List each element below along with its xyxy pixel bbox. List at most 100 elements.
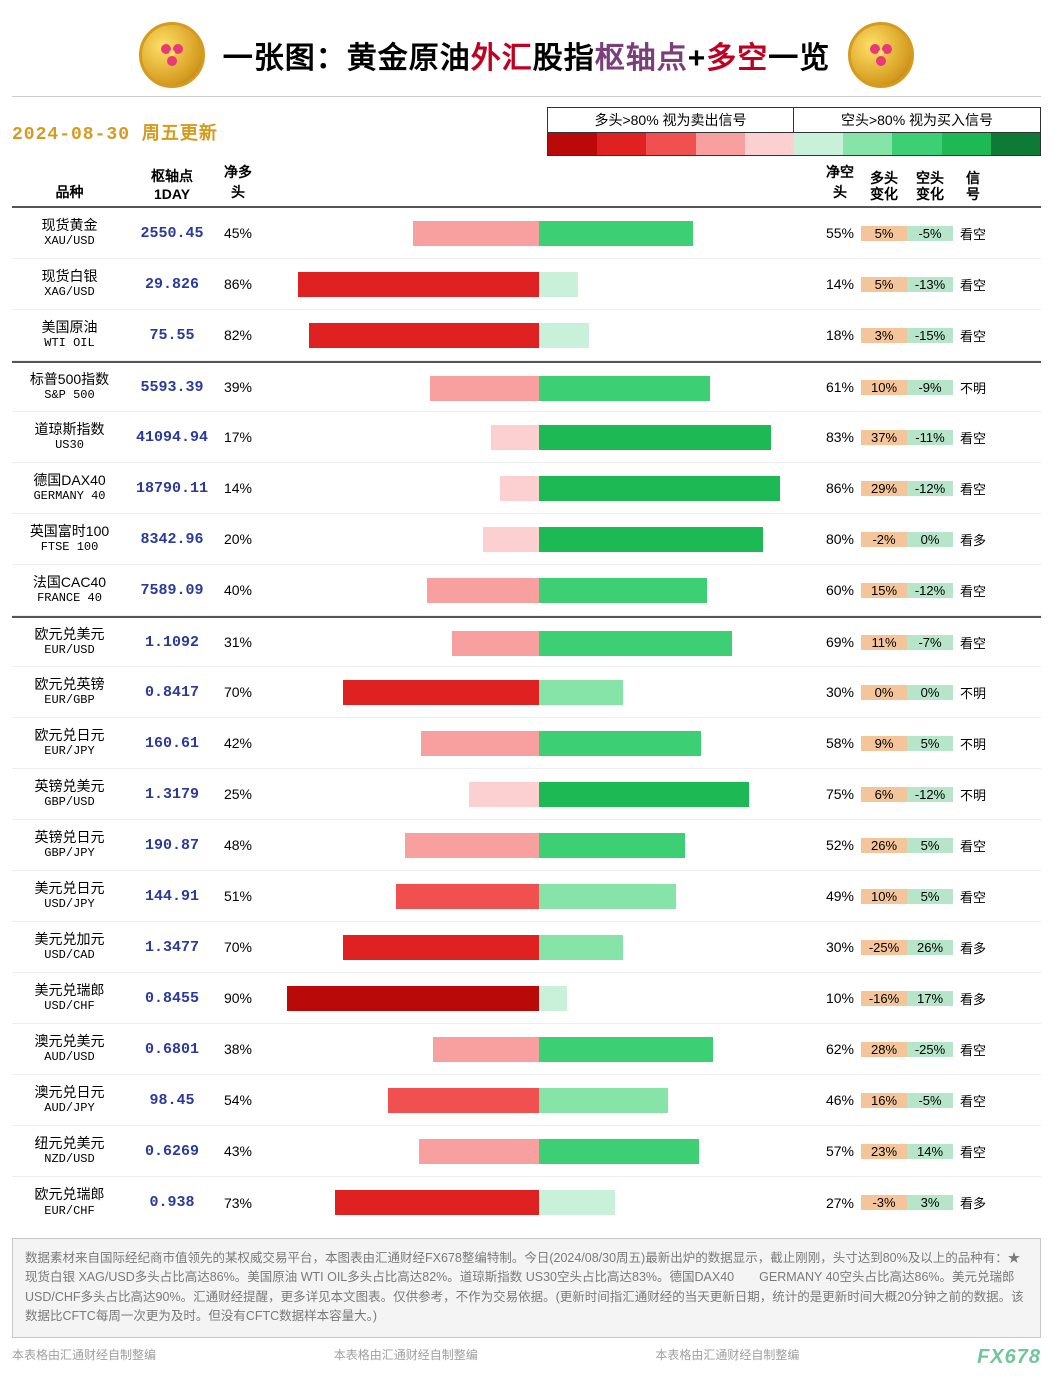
- bar-cell: [259, 208, 819, 258]
- short-pct: 83%: [819, 429, 861, 445]
- pivot-value: 190.87: [127, 837, 217, 854]
- short-change: -7%: [907, 635, 953, 650]
- long-pct: 25%: [217, 786, 259, 802]
- signal: 看空: [953, 224, 993, 243]
- instrument-name: 澳元兑日元AUD/JPY: [12, 1084, 127, 1117]
- long-pct: 39%: [217, 379, 259, 395]
- long-change: -16%: [861, 991, 907, 1006]
- long-pct: 54%: [217, 1092, 259, 1108]
- signal: 看空: [953, 275, 993, 294]
- watermark: FX678: [977, 1346, 1041, 1369]
- long-pct: 40%: [217, 582, 259, 598]
- signal: 不明: [953, 378, 993, 397]
- signal: 看空: [953, 581, 993, 600]
- short-change: -12%: [907, 481, 953, 496]
- bar-cell: [259, 1126, 819, 1176]
- bar-cell: [259, 718, 819, 768]
- short-pct: 30%: [819, 939, 861, 955]
- signal: 看空: [953, 1091, 993, 1110]
- signal: 不明: [953, 734, 993, 753]
- long-bar: [491, 425, 539, 450]
- long-bar: [413, 221, 539, 246]
- table-row: 英国富时100FTSE 1008342.9620%80%-2%0%看多: [12, 514, 1041, 565]
- short-pct: 18%: [819, 327, 861, 343]
- short-change: -13%: [907, 277, 953, 292]
- pivot-value: 75.55: [127, 327, 217, 344]
- long-pct: 82%: [217, 327, 259, 343]
- pivot-value: 41094.94: [127, 429, 217, 446]
- title-bar: 一张图：黄金原油外汇股指枢轴点+多空一览: [12, 8, 1041, 97]
- hdr-name: 品种: [12, 182, 127, 202]
- instrument-name: 美元兑日元USD/JPY: [12, 880, 127, 913]
- legend-label-long: 多头>80% 视为卖出信号: [548, 108, 794, 132]
- short-change: -12%: [907, 787, 953, 802]
- long-change: 15%: [861, 583, 907, 598]
- pivot-value: 144.91: [127, 888, 217, 905]
- table-row: 法国CAC40FRANCE 407589.0940%60%15%-12%看空: [12, 565, 1041, 616]
- table-row: 美元兑日元USD/JPY144.9151%49%10%5%看空: [12, 871, 1041, 922]
- short-pct: 80%: [819, 531, 861, 547]
- short-change: 0%: [907, 532, 953, 547]
- bar-cell: [259, 1177, 819, 1228]
- short-change: -9%: [907, 380, 953, 395]
- table-row: 美元兑瑞郎USD/CHF0.845590%10%-16%17%看多: [12, 973, 1041, 1024]
- long-change: 29%: [861, 481, 907, 496]
- table-row: 英镑兑美元GBP/USD1.317925%75%6%-12%不明: [12, 769, 1041, 820]
- short-pct: 30%: [819, 684, 861, 700]
- instrument-name: 美元兑瑞郎USD/CHF: [12, 982, 127, 1015]
- legend: 多头>80% 视为卖出信号 空头>80% 视为买入信号: [218, 107, 1041, 156]
- short-pct: 69%: [819, 634, 861, 650]
- short-bar: [539, 221, 693, 246]
- table-row: 纽元兑美元NZD/USD0.626943%57%23%14%看空: [12, 1126, 1041, 1177]
- hdr-schg: 空头变化: [907, 171, 953, 202]
- pivot-value: 7589.09: [127, 582, 217, 599]
- short-bar: [539, 578, 707, 603]
- short-pct: 75%: [819, 786, 861, 802]
- short-bar: [539, 376, 710, 401]
- short-change: 5%: [907, 736, 953, 751]
- short-bar: [539, 1190, 615, 1215]
- short-pct: 49%: [819, 888, 861, 904]
- long-change: 9%: [861, 736, 907, 751]
- date-label: 2024-08-30 周五更新: [12, 119, 218, 145]
- long-pct: 70%: [217, 684, 259, 700]
- instrument-name: 欧元兑英镑EUR/GBP: [12, 676, 127, 709]
- long-bar: [388, 1088, 539, 1113]
- short-change: 5%: [907, 838, 953, 853]
- long-bar: [433, 1037, 539, 1062]
- table-row: 欧元兑瑞郎EUR/CHF0.93873%27%-3%3%看多: [12, 1177, 1041, 1228]
- short-bar: [539, 731, 701, 756]
- signal: 看空: [953, 479, 993, 498]
- bar-cell: [259, 259, 819, 309]
- instrument-name: 道琼斯指数US30: [12, 421, 127, 454]
- instrument-name: 英国富时100FTSE 100: [12, 523, 127, 556]
- logo-left: [139, 22, 205, 88]
- short-pct: 86%: [819, 480, 861, 496]
- bar-cell: [259, 514, 819, 564]
- short-bar: [539, 884, 676, 909]
- short-pct: 52%: [819, 837, 861, 853]
- instrument-name: 现货白银XAG/USD: [12, 268, 127, 301]
- instrument-name: 英镑兑美元GBP/USD: [12, 778, 127, 811]
- table-row: 欧元兑日元EUR/JPY160.6142%58%9%5%不明: [12, 718, 1041, 769]
- instrument-name: 德国DAX40GERMANY 40: [12, 472, 127, 505]
- hdr-long: 净多头: [217, 162, 259, 202]
- long-change: 26%: [861, 838, 907, 853]
- pivot-value: 1.1092: [127, 634, 217, 651]
- long-change: 10%: [861, 889, 907, 904]
- pivot-value: 2550.45: [127, 225, 217, 242]
- pivot-value: 5593.39: [127, 379, 217, 396]
- hdr-pivot: 枢轴点1DAY: [127, 166, 217, 202]
- bar-cell: [259, 973, 819, 1023]
- bar-cell: [259, 565, 819, 615]
- short-bar: [539, 833, 685, 858]
- long-bar: [309, 323, 539, 348]
- long-change: -3%: [861, 1195, 907, 1210]
- short-bar: [539, 476, 780, 501]
- table-header: 品种 枢轴点1DAY 净多头 净空头 多头变化 空头变化 信号: [12, 156, 1041, 208]
- long-bar: [396, 884, 539, 909]
- short-change: 5%: [907, 889, 953, 904]
- short-change: -25%: [907, 1042, 953, 1057]
- instrument-name: 法国CAC40FRANCE 40: [12, 574, 127, 607]
- long-change: 6%: [861, 787, 907, 802]
